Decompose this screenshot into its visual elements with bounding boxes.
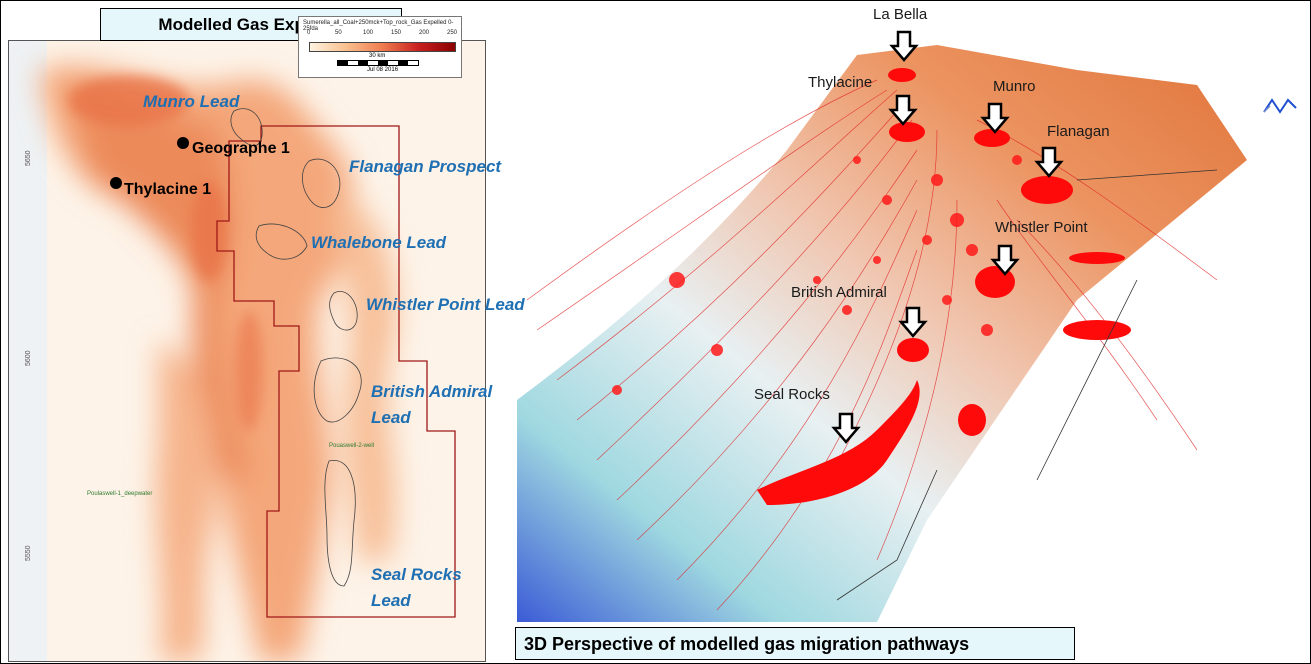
label-munro: Munro [993,78,1036,95]
well-label-geographe: Geographe 1 [192,140,290,157]
legend-caption: Sumerella_all_Coal+250mck+Top_rock_Gas E… [303,20,454,32]
lead-label-whistler: Whistler Point Lead [366,295,525,314]
permit-boundary [216,125,456,618]
lead-label-seal-rocks-2: Lead [371,591,411,610]
map-legend: Sumerella_all_Coal+250mck+Top_rock_Gas E… [298,16,462,78]
scale-bar [337,60,419,66]
label-british-admiral: British Admiral [791,284,887,301]
down-arrow-icon [831,412,861,444]
down-arrow-icon [888,94,918,126]
label-whistler-point: Whistler Point [995,219,1088,236]
lead-label-seal-rocks: Seal Rocks [371,565,462,584]
legend-color-ramp [309,42,456,52]
legend-tick: 0 [307,30,311,36]
lead-label-munro: Munro Lead [143,92,240,111]
legend-tick: 50 [335,30,342,36]
legend-tick: 200 [419,30,430,36]
perspective-svg [517,45,1247,622]
migration-3d-view [517,0,1303,622]
small-well-label: Poulaswell-1_deepwater [87,491,153,497]
expelled-gas-heat [39,66,397,661]
legend-tick: 100 [363,30,374,36]
lead-label-flanagan: Flanagan Prospect [349,157,502,176]
scale-label: 30 km [369,53,386,59]
well-label-thylacine: Thylacine 1 [124,181,212,198]
down-arrow-icon [889,30,919,62]
legend-tick: 250 [447,30,458,36]
gas-expelled-map: Pouaswell-2-well Poulaswell-1_deepwater … [8,40,486,662]
small-accumulations [612,155,1022,395]
lead-outlines [230,108,362,587]
down-arrow-icon [898,306,928,338]
legend-date: Jul 08 2016 [367,67,399,73]
legend-tick: 150 [391,30,402,36]
lead-label-whalebone: Whalebone Lead [311,233,447,252]
label-flanagan: Flanagan [1047,123,1110,140]
down-arrow-icon [1034,146,1064,178]
label-thylacine: Thylacine [808,74,873,91]
label-seal-rocks: Seal Rocks [754,386,830,403]
heatmap-svg [9,41,485,661]
right-title: 3D Perspective of modelled gas migration… [515,627,1075,660]
orientation-icon [1263,98,1297,114]
well-markers [110,137,189,189]
lead-label-british-admiral: British Admiral [371,382,493,401]
down-arrow-icon [980,102,1010,134]
lead-label-british-admiral-2: Lead [371,408,411,427]
small-well-label: Pouaswell-2-well [329,443,375,449]
label-la-bella: La Bella [873,6,928,23]
gas-accumulations [757,68,1131,505]
down-arrow-icon [990,244,1020,276]
